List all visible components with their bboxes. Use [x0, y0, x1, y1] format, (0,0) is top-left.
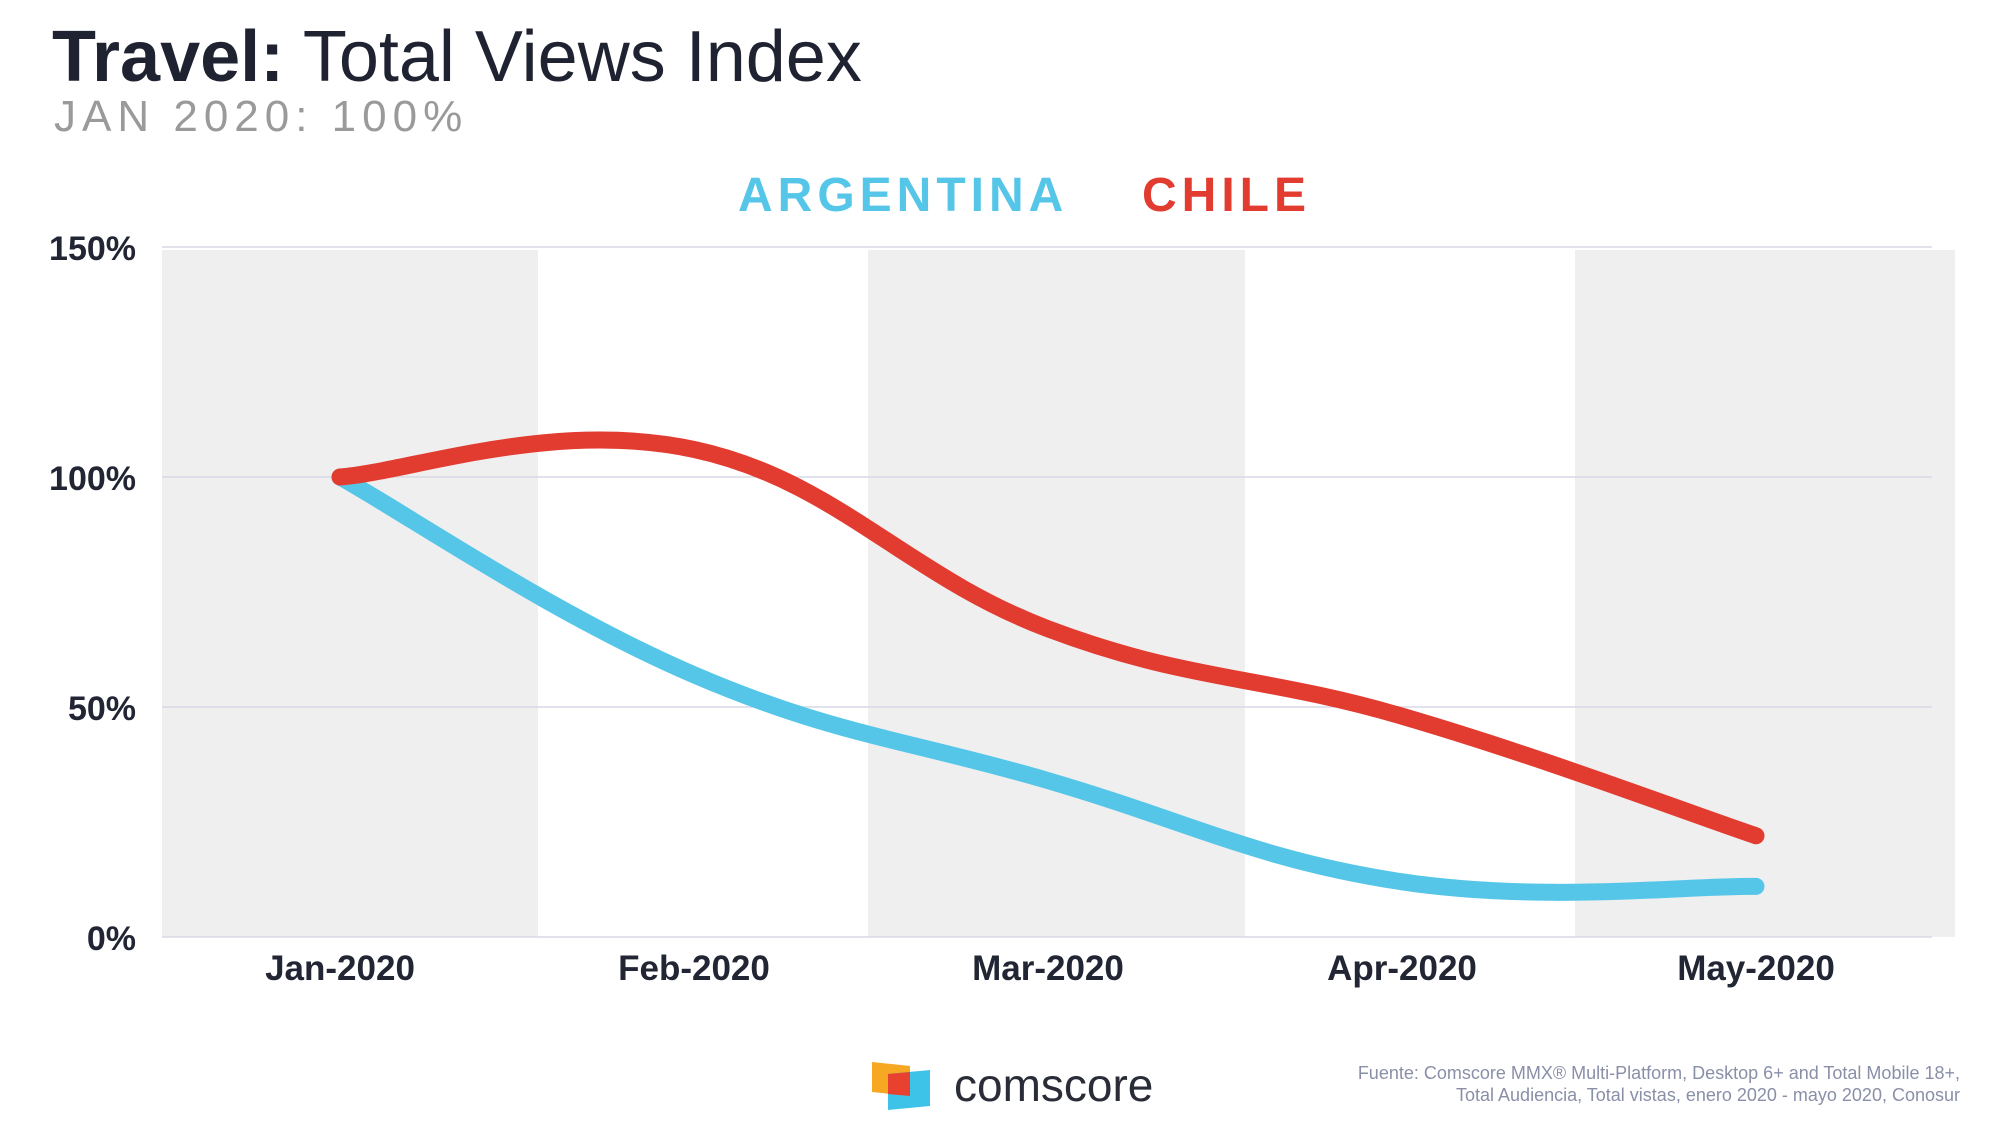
chile-line	[331, 431, 1765, 845]
source-line-1: Fuente: Comscore MMX® Multi-Platform, De…	[1357, 1063, 1960, 1083]
background-band	[162, 250, 538, 937]
legend-chile: CHILE	[1142, 169, 1311, 222]
source-note: Fuente: Comscore MMX® Multi-Platform, De…	[1200, 1062, 1960, 1106]
title-bold: Travel:	[52, 17, 285, 97]
comscore-logo-icon	[872, 1062, 930, 1110]
x-tick-label: May-2020	[1677, 949, 1835, 988]
y-tick-label: 150%	[49, 230, 136, 268]
chart-subtitle: JAN 2020: 100%	[54, 92, 469, 141]
argentina-line	[331, 468, 1765, 901]
y-tick-label: 50%	[68, 690, 136, 728]
x-tick-label: Feb-2020	[618, 949, 770, 988]
title-rest: Total Views Index	[302, 17, 862, 97]
y-tick-label: 0%	[87, 920, 136, 958]
x-tick-label: Jan-2020	[265, 949, 415, 988]
y-tick-label: 100%	[49, 460, 136, 498]
chart-title: Travel: Total Views Index	[52, 17, 862, 97]
source-line-2: Total Audiencia, Total vistas, enero 202…	[1456, 1085, 1960, 1105]
logo-text: comscore	[954, 1059, 1154, 1111]
legend-argentina: ARGENTINA	[738, 169, 1069, 222]
x-tick-label: Mar-2020	[972, 949, 1124, 988]
background-band	[1575, 250, 1955, 937]
comscore-logo: comscore	[870, 1058, 1153, 1112]
x-tick-label: Apr-2020	[1327, 949, 1477, 988]
